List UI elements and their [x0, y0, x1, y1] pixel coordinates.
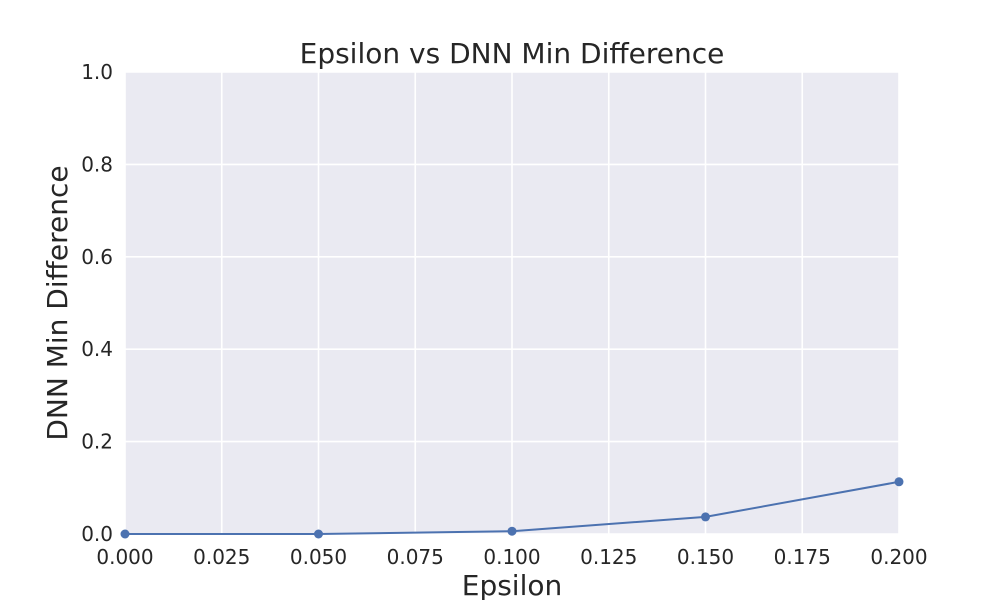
x-tick-label: 0.025 — [193, 545, 250, 569]
data-point — [314, 529, 323, 539]
y-tick-label: 1.0 — [81, 60, 113, 84]
x-tick-label: 0.075 — [387, 545, 444, 569]
x-tick-label: 0.000 — [96, 545, 153, 569]
x-tick-label: 0.200 — [870, 545, 927, 569]
chart-title: Epsilon vs DNN Min Difference — [300, 37, 725, 70]
x-tick-labels: 0.000 0.025 0.050 0.075 0.100 0.125 0.150 0.175… — [96, 545, 927, 569]
x-tick-label: 0.175 — [774, 545, 831, 569]
x-tick-label: 0.150 — [677, 545, 734, 569]
x-tick-label: 0.050 — [290, 545, 347, 569]
y-tick-label: 0.8 — [81, 152, 113, 176]
data-point — [701, 512, 710, 522]
data-point — [507, 526, 517, 536]
y-tick-label: 0.4 — [81, 337, 113, 361]
y-tick-label: 0.0 — [81, 522, 113, 546]
y-tick-label: 0.6 — [81, 245, 113, 269]
y-tick-labels: 0.0 0.2 0.4 0.6 0.8 1.0 — [81, 60, 113, 546]
data-point — [120, 529, 130, 539]
series-layer — [120, 477, 904, 539]
x-axis-label: Epsilon — [462, 569, 563, 600]
data-point — [894, 477, 904, 487]
x-tick-label: 0.100 — [483, 545, 540, 569]
y-tick-label: 0.2 — [81, 430, 113, 454]
x-tick-label: 0.125 — [580, 545, 637, 569]
y-axis-label: DNN Min Difference — [41, 165, 74, 440]
